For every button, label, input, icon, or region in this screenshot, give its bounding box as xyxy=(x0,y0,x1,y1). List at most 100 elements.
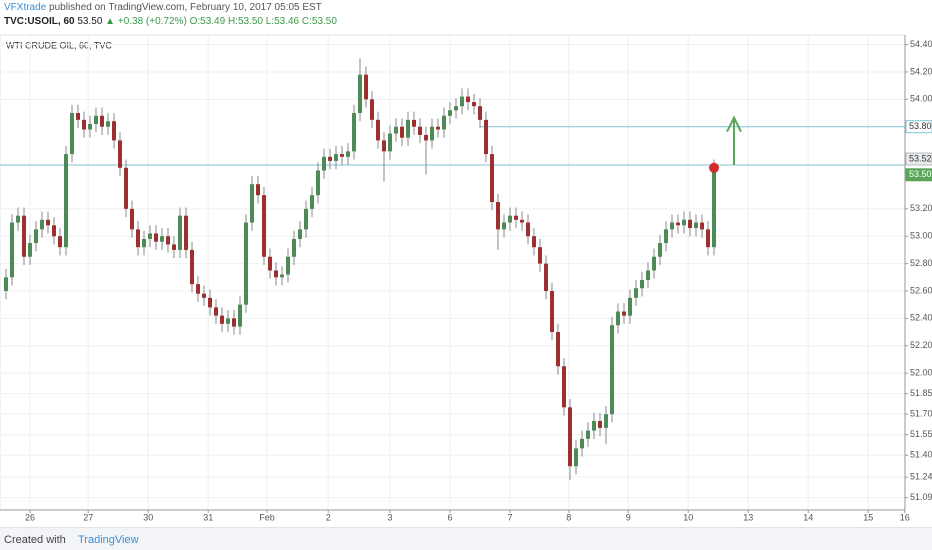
candle-body xyxy=(286,256,291,275)
candle-body xyxy=(394,126,399,134)
change: ▲ +0.38 (+0.72%) xyxy=(105,16,187,27)
candle-body xyxy=(514,215,519,220)
x-tick-label: Feb xyxy=(259,512,275,522)
candle-body xyxy=(688,219,693,229)
x-tick-label: 16 xyxy=(900,512,910,522)
chart: WTI CRUDE OIL, 60, TVC 54.40 54.20 54.00 53… xyxy=(0,34,932,522)
candle-body xyxy=(304,208,309,230)
candle-body xyxy=(292,238,297,257)
candle-body xyxy=(256,184,261,196)
publish-line: VFXtrade published on TradingView.com, F… xyxy=(4,2,322,13)
candle-body xyxy=(160,236,165,242)
candle-body xyxy=(244,222,249,305)
x-tick-label: 8 xyxy=(566,512,571,522)
candle-body xyxy=(202,293,207,298)
y-tick-label: 52.80 xyxy=(910,258,932,268)
candle-body xyxy=(238,304,243,327)
price-box-label: 53.50 xyxy=(909,169,932,179)
candle-body xyxy=(412,119,417,127)
price-box xyxy=(905,152,932,166)
price-box-label: 53.80 xyxy=(909,121,932,131)
candle-body xyxy=(550,290,555,333)
candle-body xyxy=(100,115,105,127)
candle-body xyxy=(538,247,543,264)
x-tick-label: 30 xyxy=(143,512,153,522)
candle-body xyxy=(316,170,321,196)
candle-body xyxy=(136,229,141,248)
candle-body xyxy=(298,229,303,239)
candle-body xyxy=(664,229,669,244)
candle-body xyxy=(406,119,411,138)
candle-body xyxy=(472,102,477,107)
candle-body xyxy=(580,438,585,449)
candle-body xyxy=(628,297,633,316)
candle-body xyxy=(622,311,627,316)
candle-body xyxy=(418,126,423,135)
plot-area xyxy=(0,34,906,511)
candle-body xyxy=(346,151,351,157)
candle-body xyxy=(478,106,483,120)
chart-title: WTI CRUDE OIL, 60, TVC xyxy=(6,40,112,50)
x-tick-label: 15 xyxy=(863,512,873,522)
candle-body xyxy=(328,156,333,161)
author[interactable]: VFXtrade xyxy=(4,2,47,13)
candle-body xyxy=(442,115,447,130)
candle-body xyxy=(52,225,57,237)
candle-body xyxy=(274,270,279,278)
x-tick-label: 2 xyxy=(326,512,331,522)
candle-body xyxy=(70,113,75,155)
candle-body xyxy=(430,126,435,141)
candle-body xyxy=(130,208,135,230)
candle-body xyxy=(148,233,153,239)
candle-body xyxy=(184,215,189,250)
x-tick-label: 9 xyxy=(626,512,631,522)
candle-body xyxy=(352,113,357,152)
candle-body xyxy=(10,222,15,278)
y-tick-label: 52.60 xyxy=(910,285,932,295)
candle-body xyxy=(82,119,87,130)
candle-body xyxy=(616,311,621,326)
candle-body xyxy=(448,110,453,116)
y-tick-label: 51.70 xyxy=(910,409,932,419)
y-tick-label: 53.00 xyxy=(910,231,932,241)
candle-body xyxy=(382,140,387,152)
candle-body xyxy=(544,263,549,291)
candle-body xyxy=(700,222,705,230)
candle-body xyxy=(124,167,129,209)
y-tick-label: 52.00 xyxy=(910,367,932,377)
candle-body xyxy=(112,121,117,141)
candle-body xyxy=(28,243,33,257)
price-box-label: 53.52 xyxy=(909,153,932,163)
candle-body xyxy=(568,407,573,467)
y-tick-label: 51.40 xyxy=(910,450,932,460)
candle-body xyxy=(502,222,507,230)
y-tick-label: 54.00 xyxy=(910,94,932,104)
candle-body xyxy=(190,249,195,285)
candle-body xyxy=(556,332,561,367)
x-tick-label: 14 xyxy=(803,512,813,522)
candle-body xyxy=(376,119,381,141)
candle-body xyxy=(22,215,27,257)
candle-body xyxy=(670,222,675,230)
y-tick-label: 53.20 xyxy=(910,203,932,213)
y-tick-label: 51.85 xyxy=(910,388,932,398)
candle-body xyxy=(706,229,711,248)
candle-body xyxy=(172,244,177,250)
y-tick-label: 54.40 xyxy=(910,39,932,49)
brand[interactable]: TradingView xyxy=(78,534,139,546)
y-tick-label: 52.20 xyxy=(910,340,932,350)
candle-body xyxy=(40,219,45,230)
arrow-head xyxy=(726,115,742,133)
candle-body xyxy=(400,126,405,138)
candle-body xyxy=(280,274,285,278)
candle-body xyxy=(364,74,369,100)
y-tick-label: 52.40 xyxy=(910,313,932,323)
candle-body xyxy=(454,106,459,111)
symbol-line: TVC:USOIL, 60 53.50 ▲ +0.38 (+0.72%) O:5… xyxy=(4,16,337,27)
candle-body xyxy=(310,195,315,209)
ohlc: O:53.49 H:53.50 L:53.46 C:53.50 xyxy=(189,16,337,27)
candle-body xyxy=(178,215,183,250)
candle-body xyxy=(460,96,465,107)
candle-body xyxy=(646,270,651,281)
